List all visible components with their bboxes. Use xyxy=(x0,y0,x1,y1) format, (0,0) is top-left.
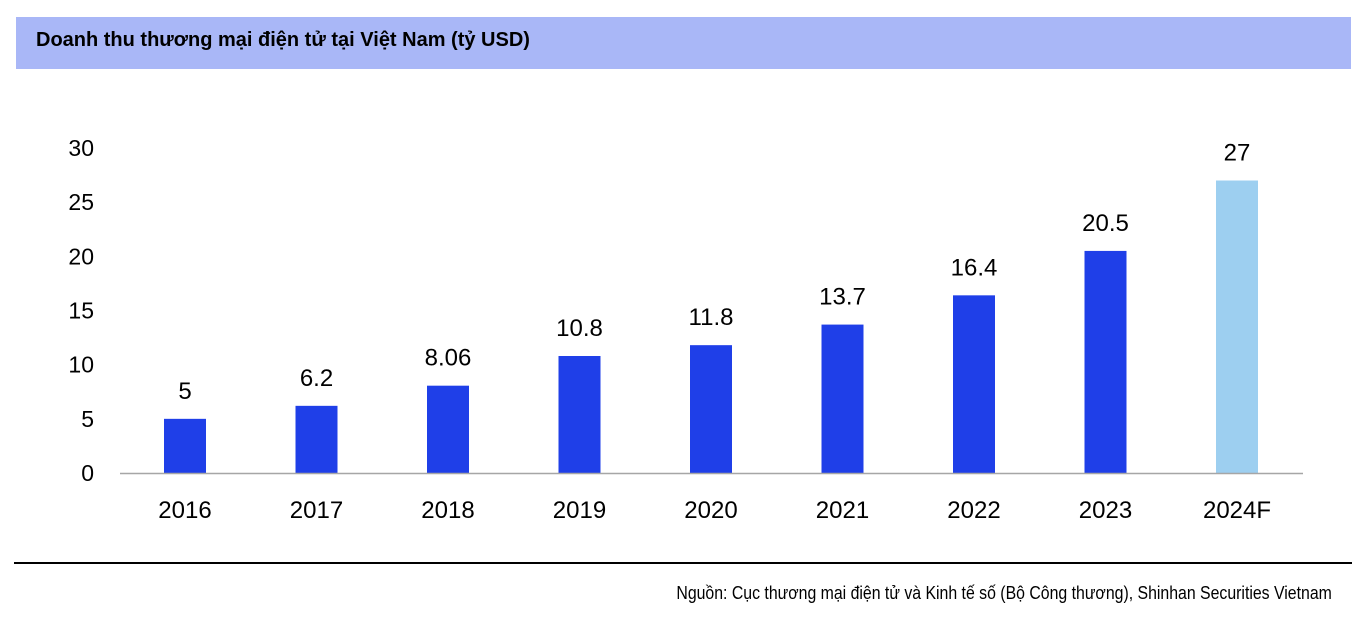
y-tick-label: 30 xyxy=(68,135,94,161)
source-divider xyxy=(14,562,1352,564)
y-tick-label: 20 xyxy=(68,243,94,269)
x-tick-label: 2024F xyxy=(1203,497,1271,524)
data-label: 5 xyxy=(178,378,191,405)
y-tick-label: 15 xyxy=(68,298,94,324)
bar-forecast xyxy=(1216,180,1258,473)
data-label: 10.8 xyxy=(556,315,603,342)
bar xyxy=(295,405,338,473)
x-tick-label: 2020 xyxy=(684,497,737,524)
bars-group xyxy=(164,180,1258,473)
bar xyxy=(821,324,864,473)
data-label: 13.7 xyxy=(819,284,866,311)
data-label: 6.2 xyxy=(300,365,333,392)
data-label: 27 xyxy=(1224,140,1251,167)
data-label: 11.8 xyxy=(689,304,734,331)
data-label: 20.5 xyxy=(1082,210,1129,237)
bar xyxy=(690,345,732,473)
chart-title: Doanh thu thương mại điện tử tại Việt Na… xyxy=(36,29,530,51)
source-note: Nguồn: Cục thương mại điện tử và Kinh tế… xyxy=(676,583,1332,603)
bar xyxy=(558,356,601,473)
bar xyxy=(427,385,469,473)
x-tick-label: 2018 xyxy=(421,497,474,524)
data-label: 16.4 xyxy=(951,254,998,281)
bar xyxy=(164,418,206,473)
y-tick-label: 0 xyxy=(81,460,94,486)
bar xyxy=(1084,250,1127,473)
y-axis-ticks: 0 5 10 15 20 25 30 xyxy=(68,135,94,486)
x-tick-label: 2017 xyxy=(290,497,343,524)
bar xyxy=(953,295,995,473)
x-tick-label: 2023 xyxy=(1079,497,1132,524)
y-tick-label: 25 xyxy=(68,189,94,215)
chart-title-bar: Doanh thu thương mại điện tử tại Việt Na… xyxy=(16,17,1351,69)
y-tick-label: 10 xyxy=(68,352,94,378)
y-tick-label: 5 xyxy=(81,406,94,432)
x-axis-labels: 2016 2017 2018 2019 2020 2021 2022 2023 2024F xyxy=(158,497,1271,524)
x-tick-label: 2022 xyxy=(947,497,1000,524)
x-tick-label: 2019 xyxy=(553,497,606,524)
x-tick-label: 2021 xyxy=(816,497,869,524)
data-labels-group: 5 6.2 8.06 10.8 11.8 13.7 16.4 20.5 27 xyxy=(178,140,1250,405)
x-tick-label: 2016 xyxy=(158,497,211,524)
data-label: 8.06 xyxy=(425,345,472,372)
